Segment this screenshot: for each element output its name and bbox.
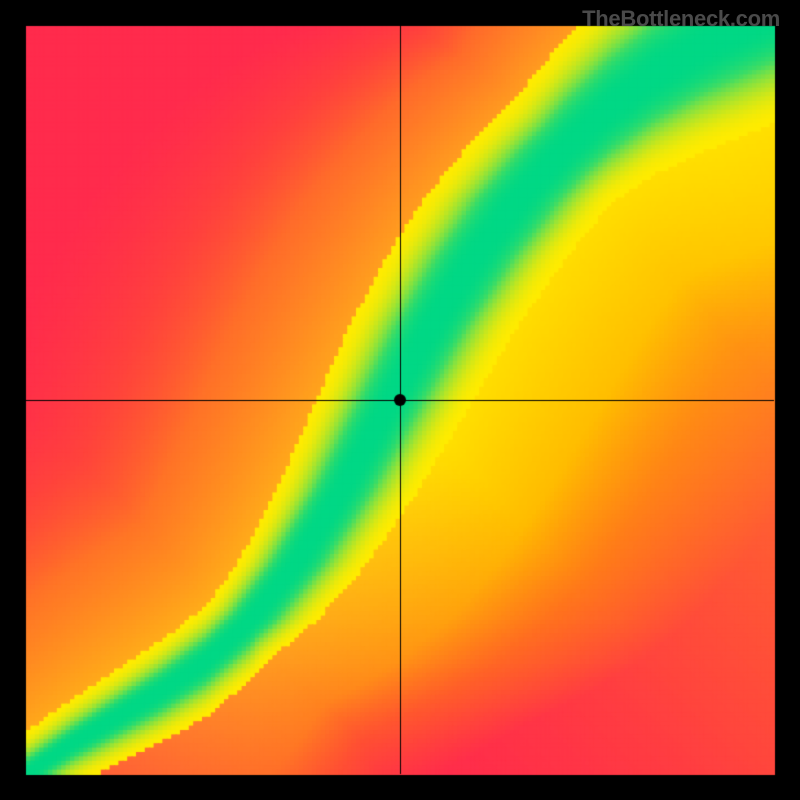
bottleneck-heatmap-canvas (0, 0, 800, 800)
chart-container: TheBottleneck.com (0, 0, 800, 800)
watermark-label: TheBottleneck.com (582, 6, 780, 32)
